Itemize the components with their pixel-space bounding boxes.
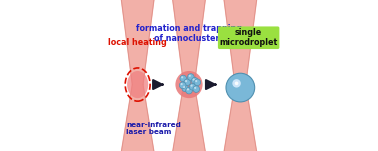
Polygon shape: [121, 0, 154, 85]
Circle shape: [191, 85, 193, 87]
Circle shape: [183, 86, 185, 88]
Circle shape: [185, 80, 187, 82]
Circle shape: [179, 82, 186, 89]
Circle shape: [189, 75, 191, 77]
Circle shape: [181, 83, 183, 85]
Circle shape: [193, 79, 195, 81]
Text: formation and trapping
of nanoclusters: formation and trapping of nanoclusters: [136, 24, 242, 43]
Text: near-infrared
laser beam: near-infrared laser beam: [126, 122, 181, 135]
Ellipse shape: [175, 71, 203, 98]
Text: local heating: local heating: [108, 38, 167, 47]
Circle shape: [180, 75, 187, 82]
Circle shape: [186, 87, 192, 94]
Circle shape: [181, 76, 183, 78]
Ellipse shape: [127, 71, 148, 98]
Circle shape: [182, 85, 189, 92]
Circle shape: [191, 77, 198, 84]
Polygon shape: [121, 85, 154, 151]
Polygon shape: [172, 85, 206, 151]
Circle shape: [194, 79, 201, 86]
Circle shape: [194, 87, 196, 89]
Circle shape: [195, 80, 197, 82]
Polygon shape: [224, 0, 257, 85]
Polygon shape: [172, 0, 206, 85]
Circle shape: [187, 74, 194, 80]
Circle shape: [226, 73, 255, 102]
Circle shape: [187, 88, 189, 90]
Circle shape: [189, 84, 196, 90]
Circle shape: [235, 82, 239, 85]
Circle shape: [232, 79, 241, 88]
Circle shape: [184, 79, 191, 86]
Text: single
microdroplet: single microdroplet: [220, 28, 278, 47]
Circle shape: [193, 86, 200, 92]
Polygon shape: [224, 85, 257, 151]
